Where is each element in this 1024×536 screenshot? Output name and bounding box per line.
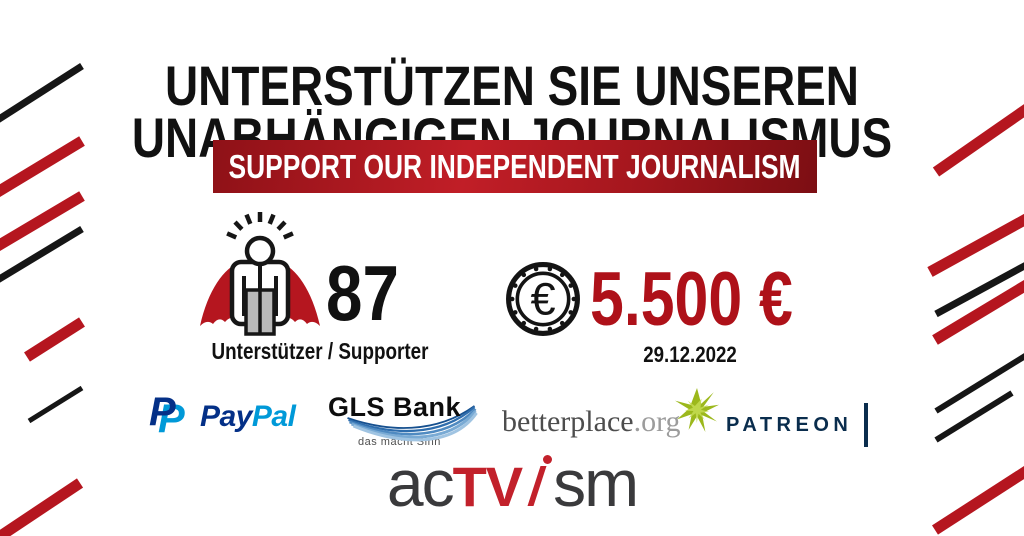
title-line-1: UNTERSTÜTZEN SIE UNSEREN (165, 53, 859, 117)
betterplace-wordmark: betterplace.org (502, 405, 681, 438)
payment-method-betterplace[interactable]: betterplace.org (502, 388, 725, 444)
supporter-count: 87 (326, 249, 399, 337)
donation-date: 29.12.2022 (643, 342, 737, 367)
supporter-label: Unterstützer / Supporter (211, 338, 429, 364)
patreon-wordmark: PATREON (726, 413, 853, 436)
euro-coin-icon: € (506, 262, 580, 336)
brand-part-tv: TV (452, 455, 524, 518)
paypal-wordmark: PayPal (200, 400, 296, 433)
brand-i-slash (527, 455, 553, 506)
payment-method-patreon[interactable]: PATREON (726, 402, 869, 448)
payment-method-gls-bank[interactable]: GLS Bank das macht Sinn (328, 392, 486, 452)
actvism-logo: ac TV sm (0, 450, 1024, 516)
euro-symbol: € (530, 273, 555, 324)
patreon-bar (864, 403, 869, 447)
gls-swoosh-icon (347, 405, 478, 442)
brand-part-sm: sm (553, 446, 639, 520)
subtitle-text: SUPPORT OUR INDEPENDENT JOURNALISM (228, 147, 802, 185)
subtitle-ribbon: SUPPORT OUR INDEPENDENT JOURNALISM (213, 140, 817, 193)
gls-wordmark: GLS Bank (328, 392, 462, 422)
brand-part-ac: ac (386, 446, 455, 520)
donation-amount: 5.500 € (590, 257, 793, 342)
supporter-hero-icon (200, 212, 320, 336)
betterplace-star-icon (674, 388, 719, 432)
